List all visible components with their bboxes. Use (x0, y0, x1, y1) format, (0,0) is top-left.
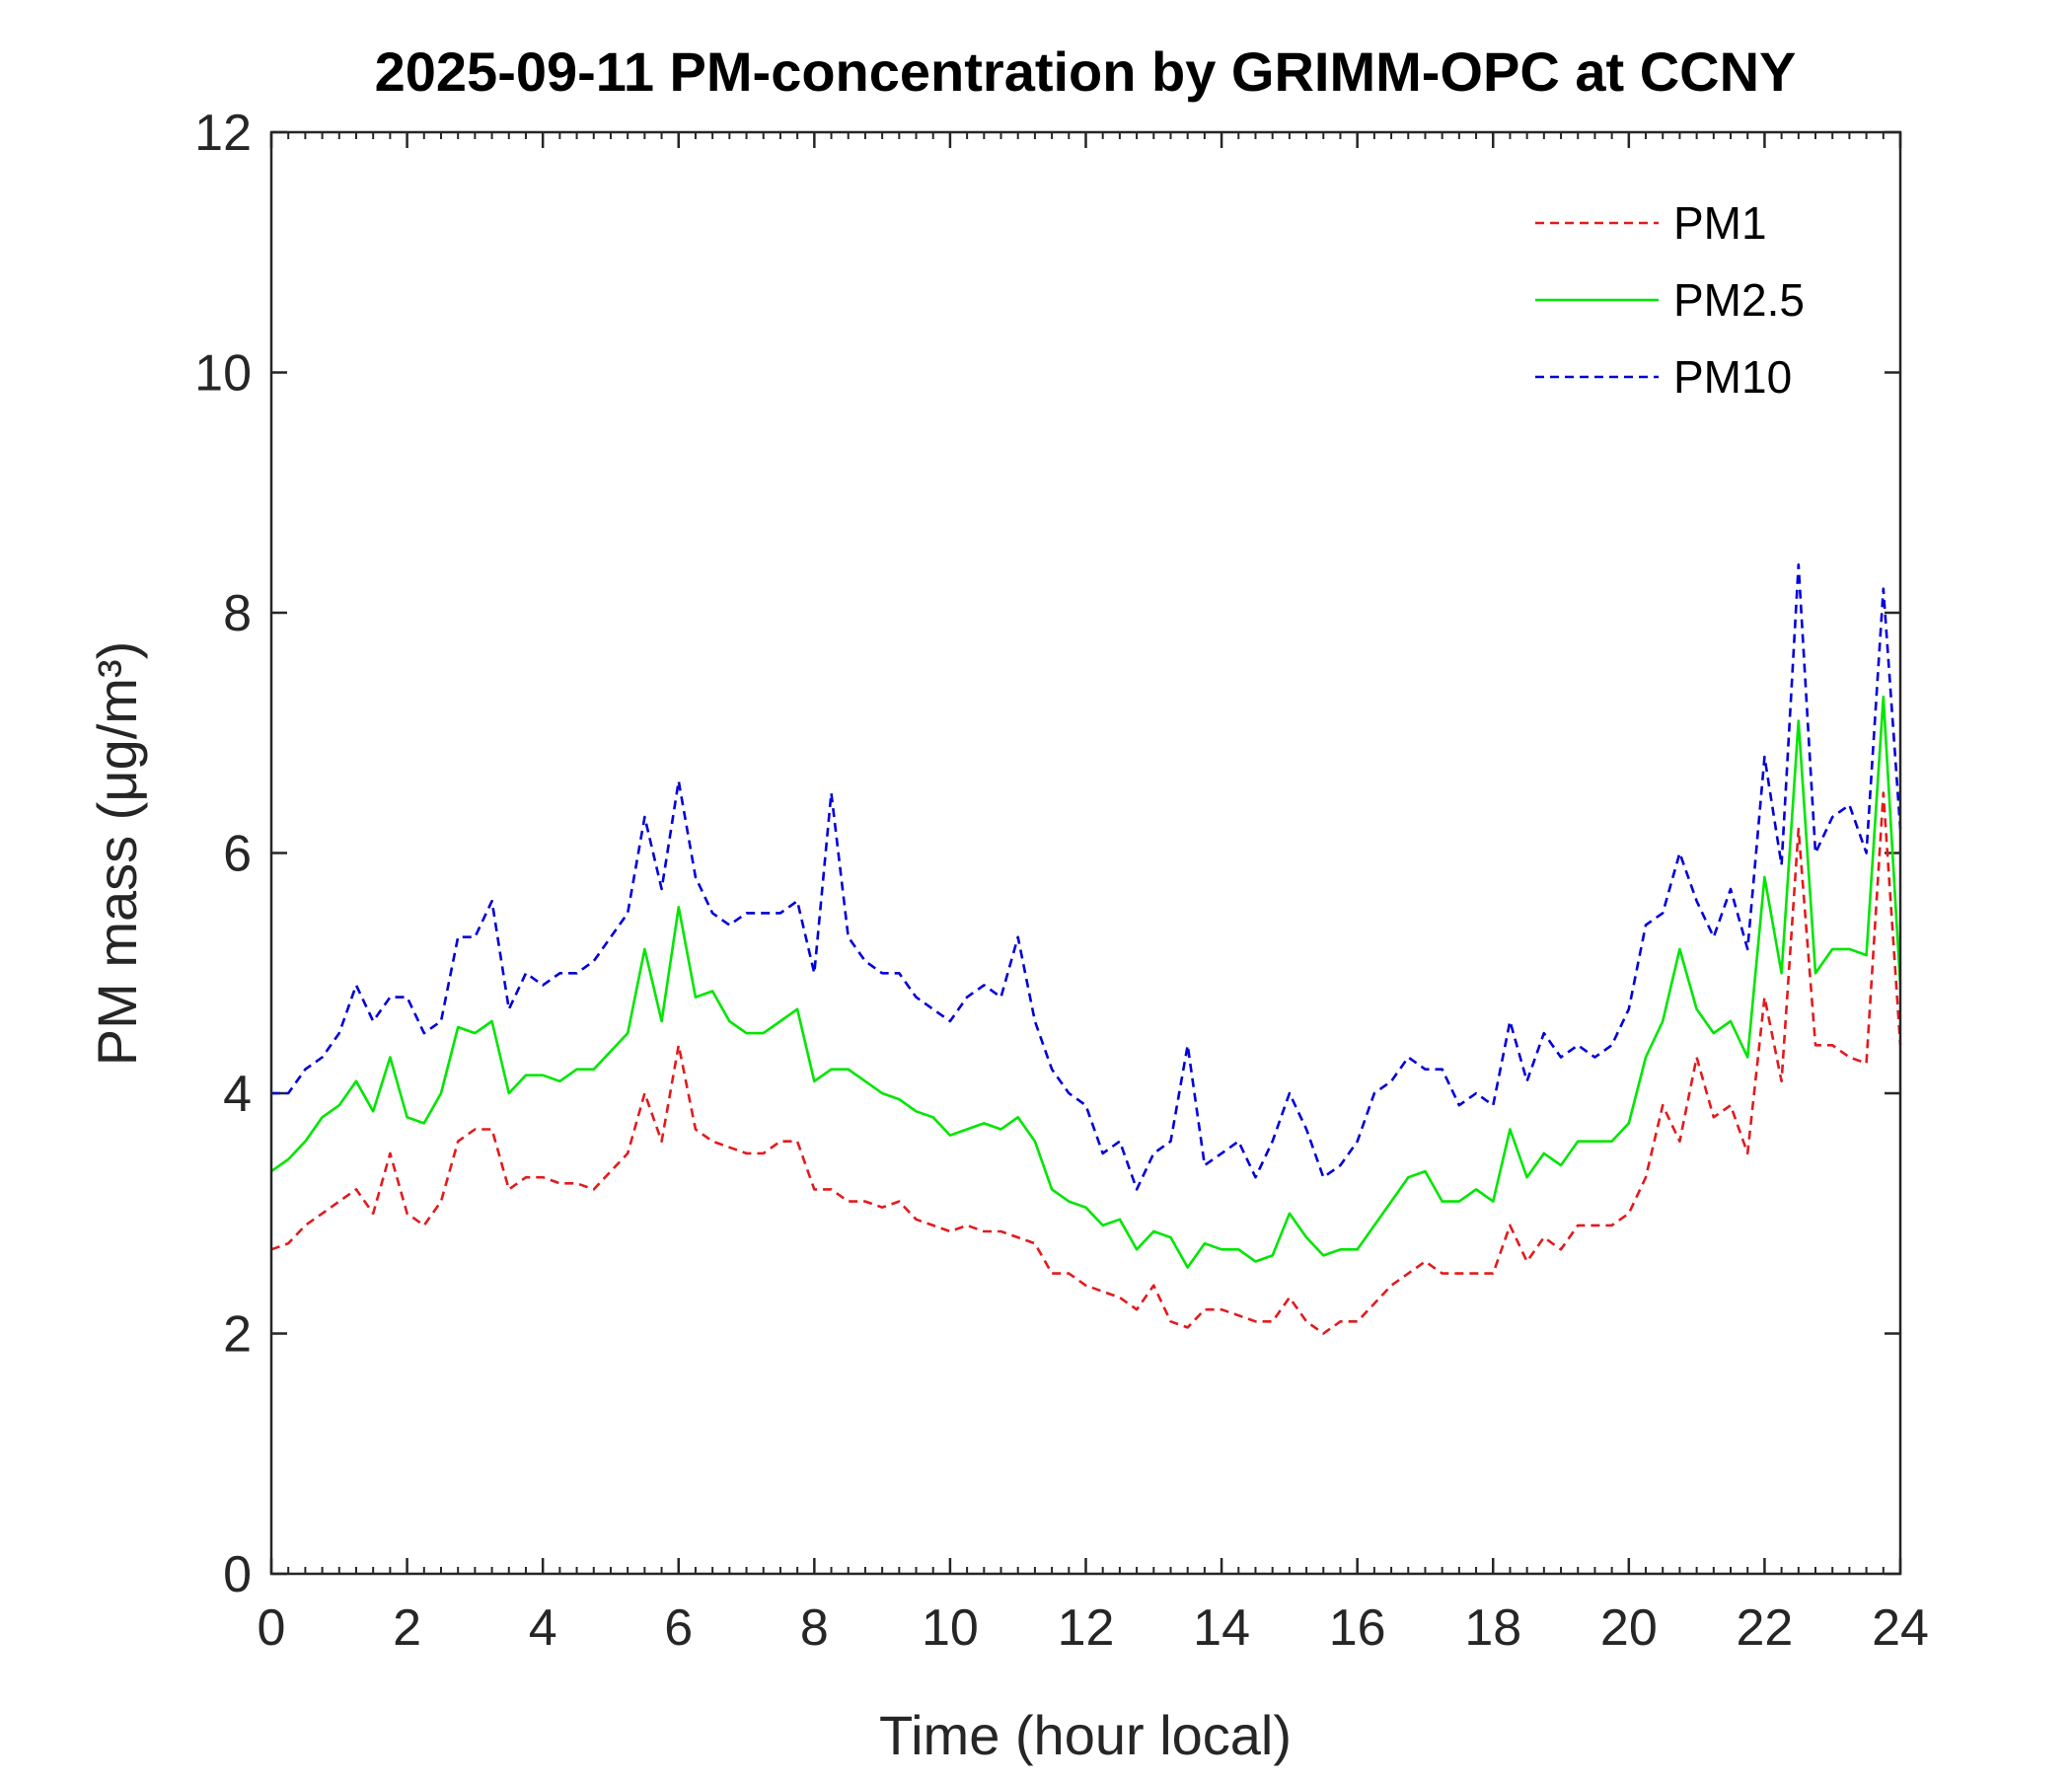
x-axis-label: Time (hour local) (879, 1704, 1292, 1766)
x-tick-label: 0 (258, 1599, 286, 1657)
y-tick-label: 12 (194, 105, 252, 162)
plot-frame (269, 130, 1902, 1576)
x-tick-label: 4 (529, 1599, 557, 1657)
x-tick-label: 20 (1600, 1599, 1658, 1657)
legend-label: PM10 (1673, 351, 1792, 403)
y-tick-label: 8 (223, 585, 252, 642)
x-tick-label: 16 (1329, 1599, 1386, 1657)
series-line (270, 791, 1902, 1335)
x-tick-label: 2 (393, 1599, 421, 1657)
y-tick-label: 6 (223, 826, 252, 883)
x-tick-label: 22 (1736, 1599, 1793, 1657)
y-tick-label: 4 (223, 1066, 252, 1123)
x-tick-label: 6 (664, 1599, 693, 1657)
chart-title: 2025-09-11 PM-concentration by GRIMM-OPC… (375, 40, 1797, 103)
y-tick-label: 0 (223, 1546, 252, 1603)
x-tick-label: 24 (1872, 1599, 1929, 1657)
legend-label: PM1 (1673, 197, 1767, 249)
x-tick-label: 10 (922, 1599, 979, 1657)
series-line (271, 562, 1902, 1191)
x-tick-label: 8 (800, 1599, 829, 1657)
x-tick-label: 14 (1193, 1599, 1250, 1657)
y-axis-label: PM mass (μg/m³) (86, 641, 148, 1066)
x-tick-label: 18 (1464, 1599, 1521, 1657)
series-line (270, 695, 1902, 1269)
y-tick-label: 2 (223, 1306, 252, 1364)
x-tick-label: 12 (1058, 1599, 1115, 1657)
legend-label: PM2.5 (1673, 274, 1805, 326)
y-tick-label: 10 (194, 345, 252, 403)
